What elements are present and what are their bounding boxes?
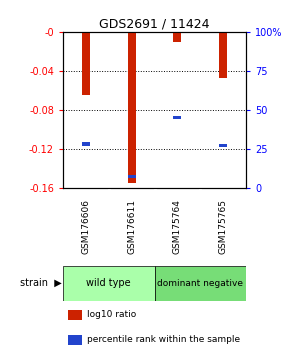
Bar [154, 266, 246, 301]
Bar [219, 32, 227, 78]
Bar [173, 32, 181, 42]
Text: strain  ▶: strain ▶ [20, 278, 62, 288]
Bar [219, 144, 227, 147]
Bar [82, 142, 90, 146]
Text: log10 ratio: log10 ratio [87, 310, 136, 319]
Bar [128, 32, 136, 183]
Text: GSM175765: GSM175765 [219, 199, 228, 254]
Text: wild type: wild type [86, 278, 131, 288]
Bar [82, 32, 90, 95]
Bar [68, 310, 82, 320]
Bar [68, 335, 82, 344]
Text: dominant negative: dominant negative [157, 279, 243, 288]
Text: GSM175764: GSM175764 [173, 199, 182, 254]
Text: GSM176606: GSM176606 [81, 199, 90, 254]
Bar [173, 116, 181, 119]
Text: GSM176611: GSM176611 [127, 199, 136, 254]
Title: GDS2691 / 11424: GDS2691 / 11424 [99, 18, 210, 31]
Bar [128, 175, 136, 178]
Bar [63, 266, 154, 301]
Text: percentile rank within the sample: percentile rank within the sample [87, 335, 240, 344]
